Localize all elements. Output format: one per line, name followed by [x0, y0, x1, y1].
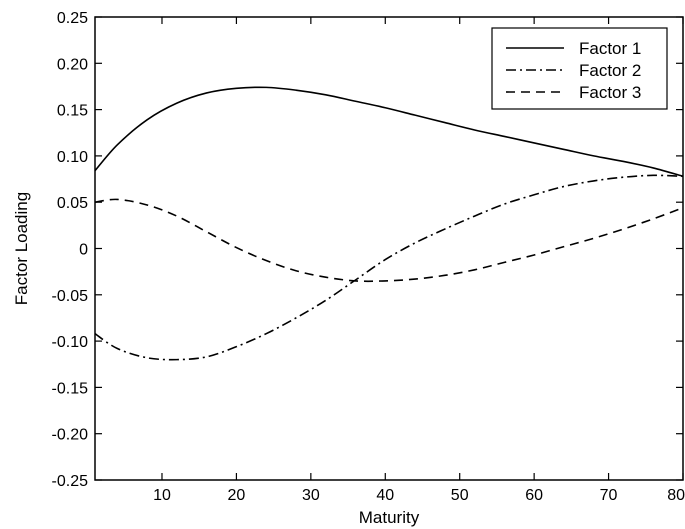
y-tick-label: 0.15 — [57, 103, 88, 120]
legend-label-1: Factor 1 — [579, 39, 641, 58]
y-tick-label: -0.15 — [52, 380, 89, 397]
legend-label-3: Factor 3 — [579, 83, 641, 102]
x-tick-label: 70 — [600, 487, 618, 504]
y-tick-label: -0.25 — [52, 473, 89, 490]
series-line-1 — [94, 86, 684, 178]
y-tick-label: 0.05 — [57, 195, 88, 212]
y-tick-label: 0 — [79, 242, 88, 259]
x-tick-label: 50 — [451, 487, 469, 504]
series-line-2 — [94, 174, 684, 361]
axis-ticks: 0.25 0.20 0.15 0.10 0.05 0 -0.05 -0.10 -0.15 -0.2… — [52, 10, 685, 504]
x-tick-label: 20 — [228, 487, 246, 504]
x-tick-label: 30 — [302, 487, 320, 504]
y-tick-label: 0.25 — [57, 10, 88, 27]
x-tick-label: 40 — [376, 487, 394, 504]
y-tick-label: -0.20 — [52, 427, 89, 444]
legend-label-2: Factor 2 — [579, 61, 641, 80]
x-tick-label: 10 — [153, 487, 171, 504]
series-lines — [94, 86, 684, 361]
y-tick-label: -0.10 — [52, 334, 89, 351]
legend-box — [491, 27, 668, 110]
y-tick-label: -0.05 — [52, 288, 89, 305]
plot-frame — [94, 16, 684, 481]
series-line-3 — [94, 198, 684, 283]
y-tick-label: 0.20 — [57, 56, 88, 73]
legend: Factor 1 Factor 2 Factor 3 — [491, 27, 668, 110]
y-axis-label: Factor Loading — [12, 192, 31, 305]
x-axis-label: Maturity — [359, 508, 420, 527]
y-tick-label: 0.10 — [57, 149, 88, 166]
x-tick-label: 60 — [525, 487, 543, 504]
x-tick-label: 80 — [667, 487, 685, 504]
